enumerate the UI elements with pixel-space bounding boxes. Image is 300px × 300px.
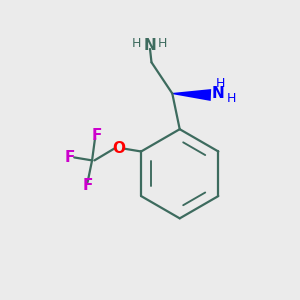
Text: F: F (64, 150, 75, 165)
Text: H: H (216, 76, 225, 90)
Text: F: F (82, 178, 93, 193)
Text: N: N (212, 86, 224, 101)
Text: O: O (112, 141, 125, 156)
Text: H: H (158, 37, 167, 50)
Text: H: H (227, 92, 236, 105)
Text: H: H (132, 37, 141, 50)
Text: N: N (144, 38, 156, 53)
Text: F: F (91, 128, 102, 142)
Polygon shape (172, 89, 211, 101)
